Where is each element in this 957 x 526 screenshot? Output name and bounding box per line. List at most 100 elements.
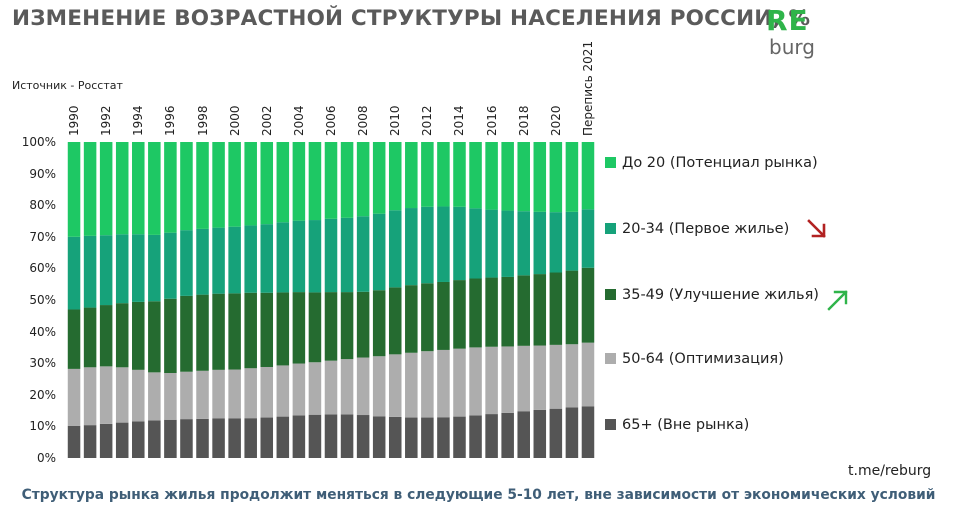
bar-segment xyxy=(533,409,547,458)
bar-segment xyxy=(244,142,257,226)
legend-label: 20-34 (Первое жилье) xyxy=(622,221,790,237)
x-tick-label: 2002 xyxy=(259,105,274,136)
x-tick-label: 2006 xyxy=(324,105,338,136)
bar-segment xyxy=(83,425,97,458)
bar-segment xyxy=(388,287,402,355)
bar-segment xyxy=(132,421,145,458)
bar-segment xyxy=(453,206,466,281)
bar-segment xyxy=(115,234,129,304)
y-tick-label: 80% xyxy=(29,198,56,213)
bar-segment xyxy=(132,142,145,235)
bar-segment xyxy=(83,235,97,308)
bar-segment xyxy=(99,235,113,306)
bar-segment xyxy=(132,234,145,302)
bar-segment xyxy=(260,142,274,225)
bar-segment xyxy=(421,417,434,458)
x-tick-label: 2014 xyxy=(452,105,467,136)
y-tick-label: 50% xyxy=(29,293,56,307)
bar-segment xyxy=(228,142,241,227)
reburg-logo: RE burg xyxy=(766,6,836,62)
bar-segment xyxy=(549,408,563,458)
bar-segment xyxy=(244,368,257,419)
bar-segment xyxy=(340,414,354,458)
bar-segment xyxy=(372,356,386,417)
bar-segment xyxy=(469,208,482,279)
bar-segment xyxy=(405,208,418,286)
bar-segment xyxy=(453,142,466,207)
bar-stack-1992 xyxy=(99,142,113,458)
bar-segment xyxy=(324,414,338,458)
bar-segment xyxy=(292,292,306,364)
bar-segment xyxy=(565,407,579,458)
bar-segment xyxy=(228,293,241,370)
bar-segment xyxy=(549,212,563,273)
bar-segment xyxy=(437,417,450,458)
bar-segment xyxy=(228,226,241,294)
x-tick-label: 1996 xyxy=(163,105,178,136)
bar-segment xyxy=(356,216,370,292)
bar-segment xyxy=(132,301,145,370)
bar-stack-1996 xyxy=(164,142,177,458)
bar-segment xyxy=(212,293,225,370)
bar-segment xyxy=(421,142,434,207)
bar-stack-1999 xyxy=(212,142,225,458)
x-tick-label: 2000 xyxy=(227,105,242,136)
bar-stack-2006 xyxy=(324,142,338,458)
bar-segment xyxy=(244,225,257,293)
bar-segment xyxy=(549,344,563,409)
bar-segment xyxy=(469,347,482,416)
x-tick-label: 1994 xyxy=(131,105,146,136)
bar-stack-2001 xyxy=(244,142,257,458)
y-tick-label: 70% xyxy=(29,229,56,244)
bar-segment xyxy=(180,142,193,231)
y-tick-label: 60% xyxy=(29,261,56,276)
y-tick-label: 30% xyxy=(29,356,56,371)
bar-stack-2003 xyxy=(276,142,290,458)
bar-stack-2013 xyxy=(437,142,450,458)
bar-segment xyxy=(533,211,547,275)
source-note: Источник - Росстат xyxy=(12,79,123,92)
bar-segment xyxy=(324,218,338,293)
bar-segment xyxy=(292,363,306,416)
bar-segment xyxy=(164,142,177,233)
bar-segment xyxy=(276,365,290,417)
bar-segment xyxy=(485,414,498,458)
telegram-handle: t.me/reburg xyxy=(848,463,932,479)
x-tick-label: 1990 xyxy=(67,105,82,136)
bar-stack-Перепись 2021 xyxy=(581,142,595,458)
bar-segment xyxy=(405,142,418,209)
bar-segment xyxy=(180,371,193,420)
bar-segment xyxy=(405,352,418,418)
y-tick-label: 20% xyxy=(29,387,56,402)
bar-stack-2005 xyxy=(308,142,322,458)
bar-segment xyxy=(581,142,595,210)
bar-segment xyxy=(324,142,338,219)
bar-segment xyxy=(228,418,241,458)
bar-segment xyxy=(517,142,530,212)
bar-segment xyxy=(485,142,498,210)
bar-segment xyxy=(356,415,370,458)
logo-re: RE xyxy=(766,4,809,37)
bar-segment xyxy=(83,142,97,236)
bar-segment xyxy=(437,349,450,418)
bar-stack-2002 xyxy=(260,142,274,458)
bar-stack-2000 xyxy=(228,142,241,458)
bar-segment xyxy=(148,142,161,235)
x-tick-label: 2012 xyxy=(420,105,435,136)
bar-segment xyxy=(372,416,386,458)
x-tick-label: 2010 xyxy=(388,105,403,136)
chart-title: ИЗМЕНЕНИЕ ВОЗРАСТНОЙ СТРУКТУРЫ НАСЕЛЕНИЯ… xyxy=(12,6,811,31)
x-tick-label: 2020 xyxy=(548,105,563,136)
bar-stack-1991 xyxy=(83,142,97,458)
legend-swatch xyxy=(605,419,616,430)
bar-segment xyxy=(437,206,450,282)
bar-segment xyxy=(517,345,530,412)
bar-stack-2010 xyxy=(388,142,402,458)
bar-segment xyxy=(501,346,514,413)
x-tick-label: Перепись 2021 xyxy=(580,40,595,136)
bar-segment xyxy=(308,142,322,221)
bar-segment xyxy=(405,417,418,458)
bar-segment xyxy=(581,342,595,407)
bar-segment xyxy=(437,142,450,207)
bar-segment xyxy=(388,416,402,458)
